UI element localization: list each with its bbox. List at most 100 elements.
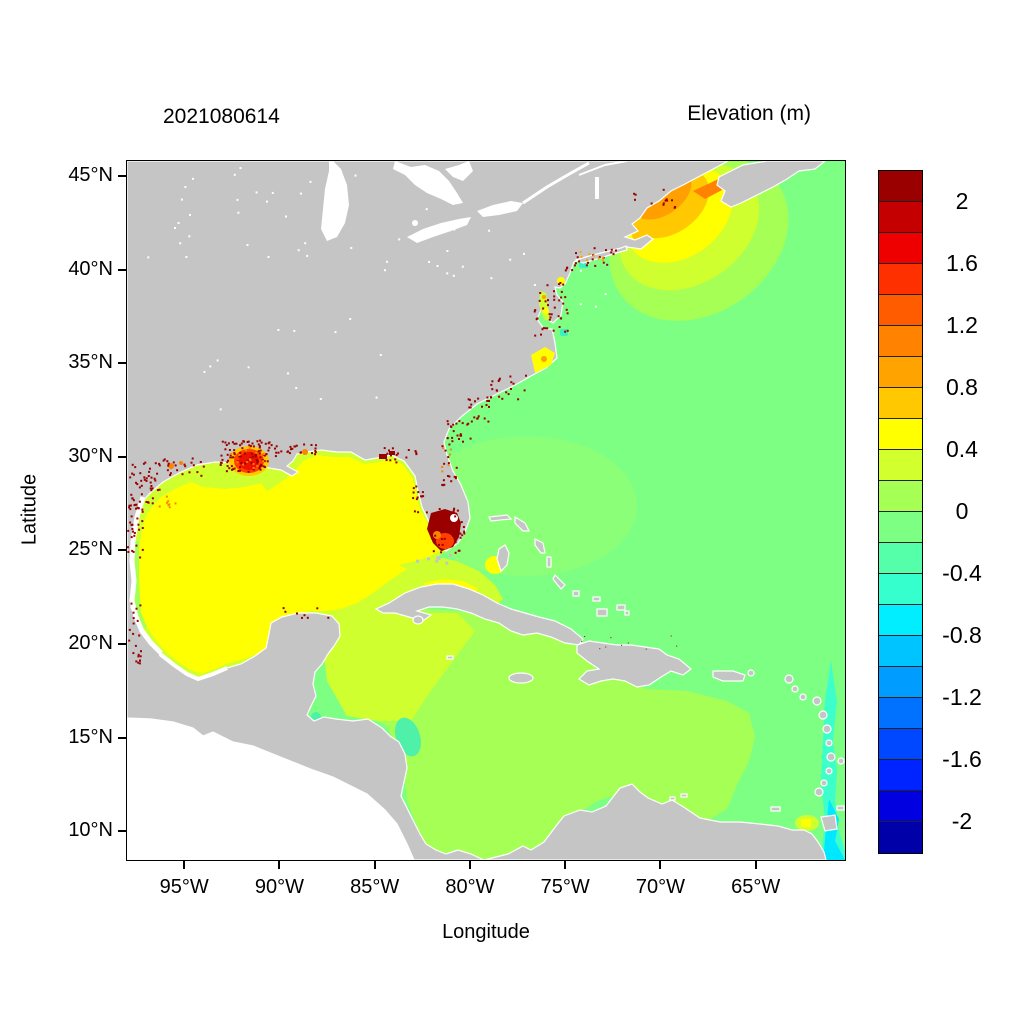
speckle (442, 447, 444, 449)
run-timestamp-title: 2021080614 (163, 105, 280, 129)
speckle (349, 318, 351, 320)
speckle (200, 475, 202, 477)
speckle (224, 448, 226, 450)
speckle (159, 489, 161, 491)
speckle (539, 292, 541, 294)
speckle (311, 444, 313, 446)
mayaguana (593, 597, 600, 601)
x-tick-label: 70°W (615, 876, 705, 899)
speckle (413, 492, 415, 494)
speckle (452, 535, 454, 537)
colorbar-segment (879, 233, 922, 264)
speckle (602, 257, 604, 259)
speckle (141, 509, 143, 511)
speckle (245, 449, 247, 451)
speckle (586, 264, 588, 266)
speckle (540, 334, 542, 336)
speckle (412, 497, 414, 499)
speckle (581, 256, 583, 258)
speckle (446, 250, 448, 252)
speckle (441, 549, 443, 551)
speckle (278, 452, 280, 454)
x-tick-mark (183, 861, 185, 869)
speckle (220, 464, 222, 466)
speckle (452, 424, 454, 426)
speckle (566, 309, 568, 311)
speckle (574, 264, 576, 266)
speckle (390, 454, 392, 456)
antilles-1 (785, 675, 793, 683)
colorbar-segment (879, 202, 922, 233)
galveston-orange-dot-2 (179, 461, 183, 465)
speckle (457, 510, 459, 512)
speckle (534, 284, 536, 286)
speckle (147, 256, 149, 258)
speckle (454, 515, 456, 517)
colorbar-tick-label: -2 (922, 806, 1002, 836)
colorbar-segment (879, 388, 922, 419)
speckle (232, 456, 234, 458)
aruba (670, 797, 675, 800)
speckle (131, 524, 133, 526)
y-tick-label: 40°N (38, 258, 113, 281)
speckle (230, 453, 232, 455)
speckle (139, 486, 141, 488)
speckle (139, 557, 141, 559)
speckle (169, 506, 171, 508)
speckle (148, 471, 150, 473)
speckle (525, 375, 527, 377)
speckle (461, 521, 463, 523)
speckle (386, 459, 388, 461)
speckle (263, 465, 265, 467)
colorbar-segment (879, 698, 922, 729)
speckle (227, 454, 229, 456)
speckle (455, 552, 457, 554)
speckle (558, 299, 560, 301)
colorbar-segment (879, 822, 922, 853)
speckle (577, 256, 579, 258)
speckle (456, 467, 458, 469)
speckle (417, 511, 419, 513)
speckle (315, 444, 317, 446)
speckle (178, 222, 180, 224)
colorbar-segment (879, 791, 922, 822)
speckle (553, 295, 555, 297)
speckle (253, 467, 255, 469)
speckle (189, 214, 191, 216)
speckle (130, 494, 132, 496)
speckle (440, 551, 442, 553)
speckle (445, 562, 448, 565)
speckle (209, 365, 211, 367)
speckle (142, 527, 144, 529)
speckle (487, 421, 489, 423)
speckle (453, 430, 455, 432)
colorbar-tick-label: -1.2 (922, 682, 1002, 712)
speckle (567, 312, 569, 314)
speckle (176, 469, 178, 471)
speckle (137, 524, 139, 526)
speckle (135, 660, 137, 662)
speckle (232, 468, 234, 470)
speckle (262, 460, 264, 462)
speckle (545, 300, 547, 302)
big-bend-darkred-1 (379, 454, 387, 459)
speckle (129, 476, 131, 478)
speckle (491, 388, 493, 390)
speckle (235, 443, 237, 445)
speckle (615, 250, 617, 252)
antilles-10 (821, 780, 827, 786)
speckle (450, 426, 452, 428)
y-tick-label: 15°N (38, 726, 113, 749)
speckle (613, 253, 615, 255)
caicos (617, 605, 625, 610)
speckle (471, 421, 473, 423)
speckle (587, 262, 589, 264)
speckle (189, 471, 191, 473)
speckle (234, 174, 236, 176)
speckle (222, 459, 224, 461)
speckle (397, 453, 399, 455)
speckle (248, 471, 250, 473)
turks (625, 611, 629, 615)
speckle (131, 536, 133, 538)
speckle (129, 522, 131, 524)
